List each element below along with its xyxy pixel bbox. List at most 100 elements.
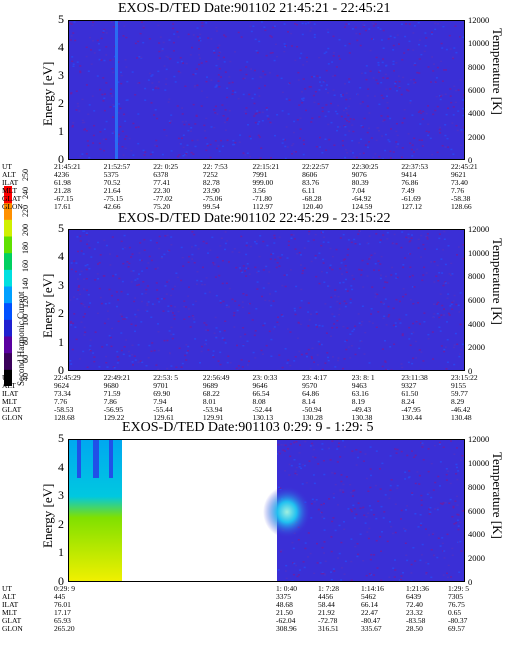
heatmap-cell <box>437 537 440 539</box>
heatmap-cell <box>408 276 411 278</box>
heatmap-cell <box>244 77 247 79</box>
heatmap-cell <box>311 357 313 360</box>
heatmap-cell <box>319 562 322 564</box>
heatmap-cell <box>451 547 454 550</box>
heatmap-cell <box>374 95 376 97</box>
heatmap-cell <box>245 242 248 244</box>
heatmap-cell <box>257 270 260 273</box>
heatmap-cell <box>431 153 434 156</box>
heatmap-cell <box>368 573 371 575</box>
heatmap-cell <box>176 276 179 279</box>
heatmap-cell <box>249 25 252 28</box>
heatmap-cell <box>385 88 388 90</box>
heatmap-cell <box>155 364 158 366</box>
heatmap-cell <box>427 338 430 340</box>
heatmap-cell <box>403 52 406 54</box>
heatmap-cell <box>254 121 257 124</box>
heatmap-cell <box>142 41 145 44</box>
heatmap-cell <box>168 158 171 159</box>
heatmap-cell <box>379 70 382 72</box>
heatmap-cell <box>196 271 199 273</box>
heatmap-cell <box>83 305 86 308</box>
heatmap-cell <box>452 106 455 108</box>
heatmap-cell <box>219 330 222 333</box>
heatmap-cell <box>132 364 134 366</box>
heatmap-cell <box>317 340 320 343</box>
heatmap-cell <box>293 238 296 240</box>
heatmap-cell <box>381 348 384 350</box>
heatmap-cell <box>364 331 367 334</box>
heatmap-cell <box>386 107 389 109</box>
heatmap-cell <box>345 92 348 94</box>
heatmap-cell <box>349 97 352 100</box>
heatmap-cell <box>221 337 224 339</box>
heatmap-cell <box>334 529 337 532</box>
heatmap-cell <box>80 250 83 252</box>
heatmap-cell <box>287 31 289 33</box>
heatmap-cell <box>386 281 389 284</box>
heatmap-cell <box>210 126 213 128</box>
heatmap-cell <box>233 143 236 146</box>
heatmap-cell <box>170 236 173 238</box>
heatmap-cell <box>246 340 249 342</box>
heatmap-cell <box>82 303 85 306</box>
ephemeris-cell: 64.86 <box>302 389 319 398</box>
heatmap-cell <box>226 119 229 121</box>
heatmap-cell <box>323 502 325 505</box>
heatmap-cell <box>132 270 135 272</box>
heatmap-cell <box>299 306 302 309</box>
heatmap-cell <box>281 254 284 256</box>
heatmap-cell <box>377 127 380 129</box>
heatmap-cell <box>122 353 125 356</box>
heatmap-cell <box>149 72 152 75</box>
heatmap-cell <box>226 361 229 364</box>
heatmap-cell <box>351 140 354 142</box>
heatmap-cell <box>242 93 245 96</box>
heatmap-cell <box>338 313 341 316</box>
heatmap-cell <box>380 39 383 41</box>
heatmap-cell <box>253 115 256 117</box>
heatmap-cell <box>103 128 106 130</box>
heatmap-cell <box>460 130 463 133</box>
heatmap-cell <box>249 137 252 140</box>
heatmap-cell <box>133 300 136 303</box>
ephemeris-cell: 76.01 <box>54 600 71 609</box>
heatmap-cell <box>337 445 340 448</box>
heatmap-cell <box>381 365 384 368</box>
heatmap-cell <box>302 139 305 142</box>
heatmap-cell <box>306 355 308 358</box>
heatmap-cell <box>368 141 370 143</box>
y-tick-label: 0 <box>58 574 64 588</box>
heatmap-cell <box>292 131 295 134</box>
heatmap-cell <box>125 339 128 341</box>
colorbar-swatch <box>4 252 12 270</box>
heatmap-cell <box>444 146 447 148</box>
heatmap-cell <box>446 339 449 341</box>
heatmap-cell <box>346 152 349 154</box>
heatmap-cell <box>207 349 210 351</box>
heatmap-cell <box>423 321 426 323</box>
heatmap-cell <box>276 453 279 455</box>
heatmap-cell <box>301 102 304 104</box>
heatmap-cell <box>329 459 332 461</box>
heatmap-cell <box>377 260 380 262</box>
colorbar-swatch <box>4 269 12 287</box>
heatmap-cell <box>443 348 446 351</box>
heatmap-cell <box>277 569 280 571</box>
heatmap-cell <box>216 256 219 259</box>
heatmap-cell <box>258 111 261 114</box>
heatmap-cell <box>349 150 352 152</box>
heatmap-cell <box>255 240 258 242</box>
heatmap-cell <box>284 145 287 148</box>
heatmap-cell <box>332 517 335 519</box>
ephemeris-cell: 4236 <box>54 170 69 179</box>
heatmap-cell <box>215 327 218 329</box>
heatmap-cell <box>240 36 243 38</box>
heatmap-cell <box>137 113 140 115</box>
heatmap-cell <box>270 338 273 341</box>
heatmap-cell <box>109 253 111 255</box>
heatmap-cell <box>126 99 129 101</box>
heatmap-cell <box>379 536 382 538</box>
heatmap-cell <box>176 31 179 33</box>
heatmap-cell <box>314 233 317 236</box>
